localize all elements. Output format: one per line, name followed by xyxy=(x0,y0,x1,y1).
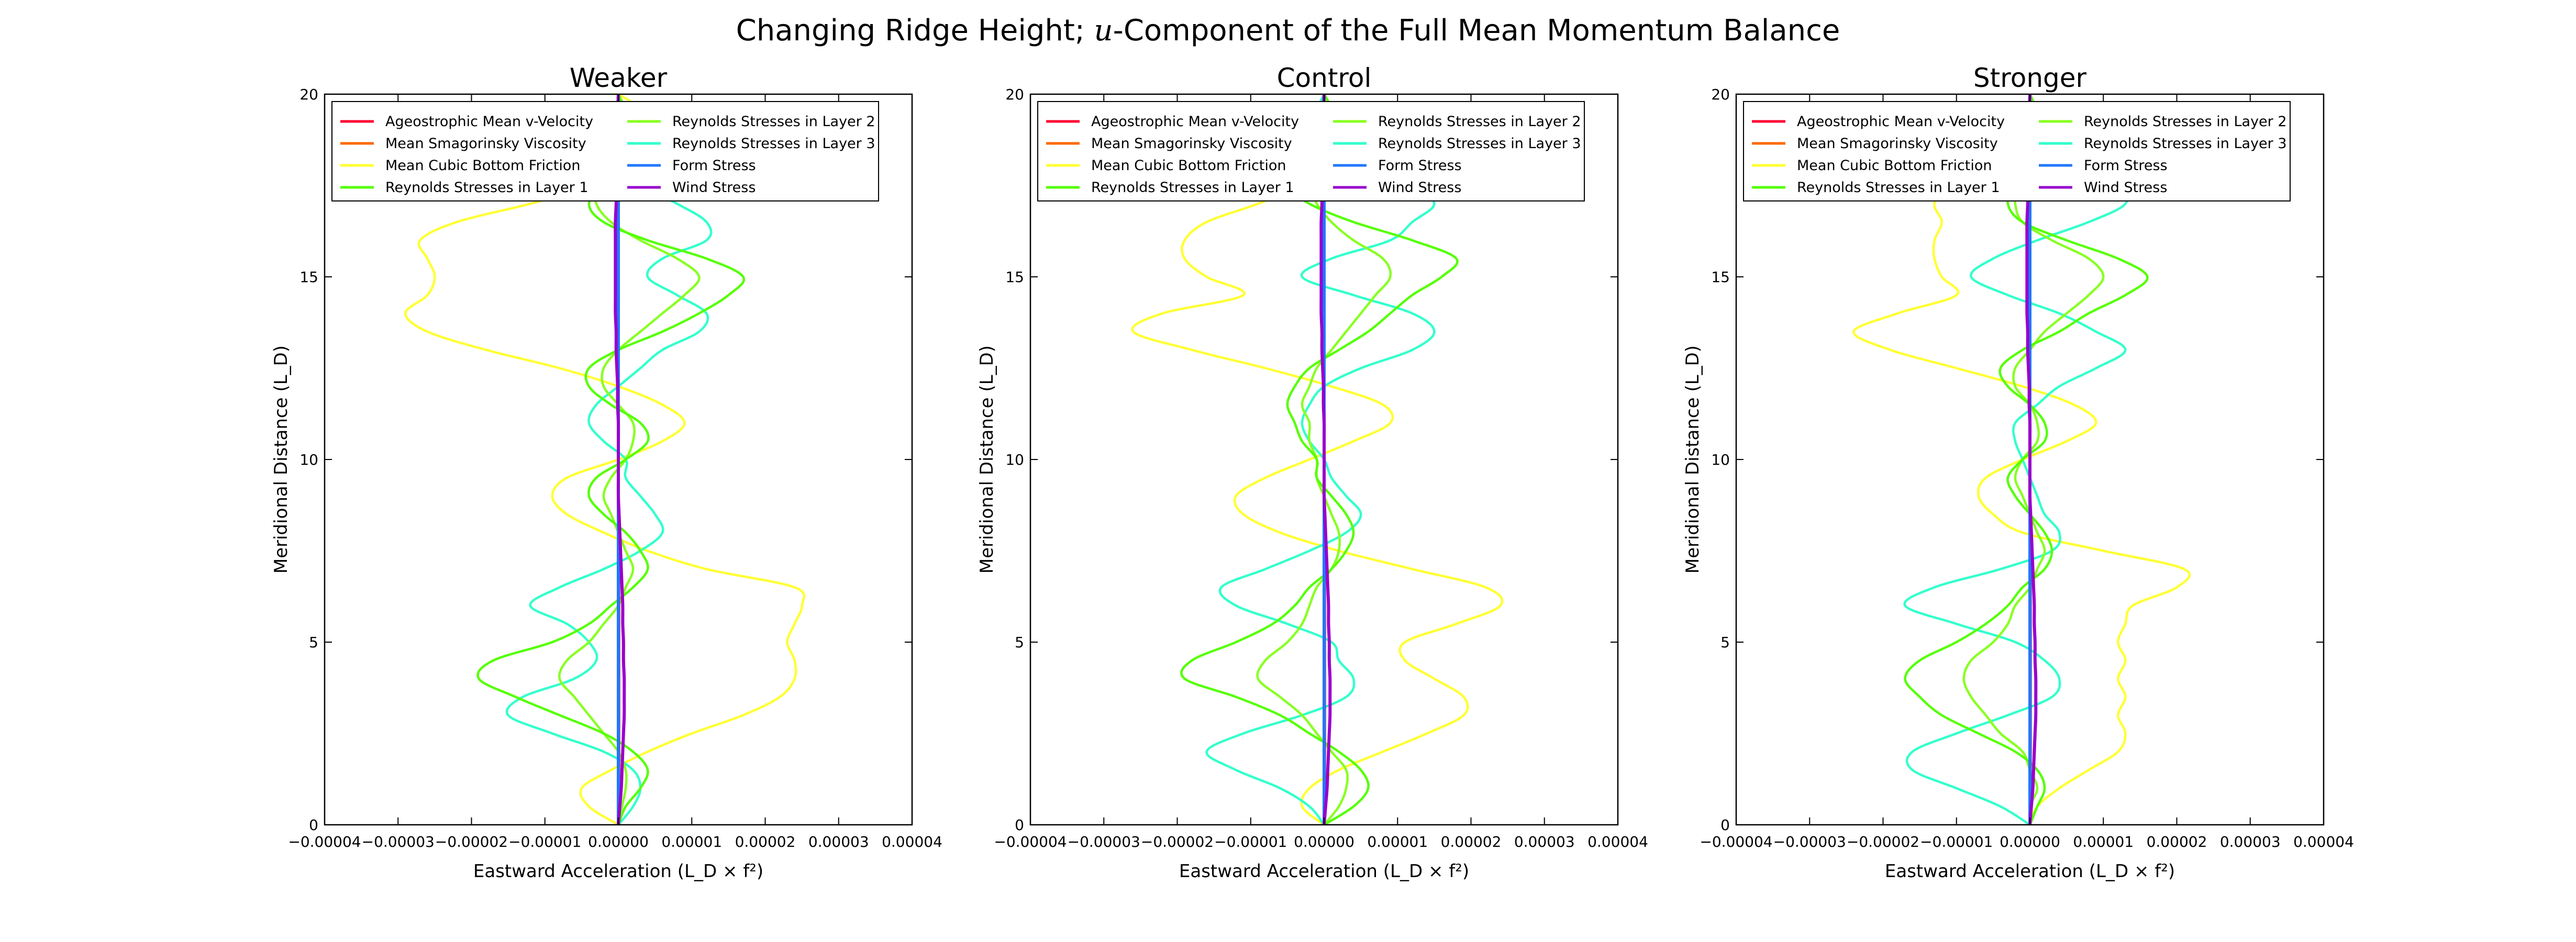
series-rey3 xyxy=(505,94,713,825)
legend-label-rey1: Reynolds Stresses in Layer 1 xyxy=(385,180,589,196)
legend-label-cubic: Mean Cubic Bottom Friction xyxy=(1091,158,1286,174)
x-tick-label: −0.00003 xyxy=(1068,833,1140,850)
series-lines xyxy=(1852,94,2191,825)
y-tick-label: 0 xyxy=(1015,816,1024,834)
x-tick-label: 0.00003 xyxy=(808,833,869,850)
y-tick-label: 10 xyxy=(1005,451,1024,468)
x-tick-label: 0.00004 xyxy=(1587,833,1648,850)
series-lines xyxy=(1131,94,1504,825)
y-tick-label: 15 xyxy=(1711,268,1730,286)
y-axis-label: Meridional Distance (L_D) xyxy=(1682,345,1703,574)
legend-label-ageo: Ageostrophic Mean v-Velocity xyxy=(385,114,593,130)
series-cubic xyxy=(1852,94,2191,825)
y-tick-label: 5 xyxy=(309,634,318,651)
x-tick-label: 0.00004 xyxy=(2293,833,2354,850)
legend-label-rey1: Reynolds Stresses in Layer 1 xyxy=(1797,180,2000,196)
legend-label-cubic: Mean Cubic Bottom Friction xyxy=(1797,158,1992,174)
x-tick-label: 0.00000 xyxy=(2000,833,2060,850)
x-tick-label: 0.00002 xyxy=(735,833,796,850)
y-tick-label: 20 xyxy=(299,86,318,103)
legend-label-smag: Mean Smagorinsky Viscosity xyxy=(1091,136,1292,152)
panel-control: Control −0.00004 −0.00003 −0.00002 −0.00001 0… xyxy=(976,63,1648,882)
legend: Ageostrophic Mean v-Velocity Mean Smagori… xyxy=(331,101,879,201)
panel-title: Control xyxy=(1277,63,1372,93)
legend-label-smag: Mean Smagorinsky Viscosity xyxy=(385,136,586,152)
series-cubic xyxy=(1131,94,1504,825)
y-tick-label: 20 xyxy=(1711,86,1730,103)
legend-label-cubic: Mean Cubic Bottom Friction xyxy=(385,158,581,174)
legend-label-smag: Mean Smagorinsky Viscosity xyxy=(1797,136,1998,152)
y-tick-label: 10 xyxy=(1711,451,1730,468)
legend: Ageostrophic Mean v-Velocity Mean Smagori… xyxy=(1037,101,1585,201)
series-wind xyxy=(1319,94,1332,825)
panel-weaker: Weaker −0.00004 −0.00003 −0.00002 −0.00001 0.… xyxy=(271,63,942,882)
x-tick-label: 0.00003 xyxy=(2220,833,2281,850)
x-tick-label: −0.00004 xyxy=(994,833,1067,850)
y-tick-label: 15 xyxy=(1005,268,1024,286)
panel-title: Weaker xyxy=(570,63,668,93)
x-tick-label: 0.00002 xyxy=(1441,833,1502,850)
legend-label-rey2: Reynolds Stresses in Layer 2 xyxy=(2084,114,2287,130)
x-tick-label: 0.00001 xyxy=(1367,833,1428,850)
legend-label-rey3: Reynolds Stresses in Layer 3 xyxy=(1378,136,1581,152)
legend: Ageostrophic Mean v-Velocity Mean Smagori… xyxy=(1743,101,2291,201)
y-tick-label: 10 xyxy=(299,451,318,468)
y-tick-label: 5 xyxy=(1720,634,1730,651)
x-tick-label: −0.00001 xyxy=(508,833,581,850)
figure-title: Changing Ridge Height; u-Component of th… xyxy=(736,14,1840,48)
x-tick-label: 0.00003 xyxy=(1514,833,1575,850)
legend-label-form: Form Stress xyxy=(2084,158,2168,174)
x-tick-label: 0.00001 xyxy=(661,833,722,850)
series-wind xyxy=(2025,94,2038,825)
x-axis-label: Eastward Acceleration (L_D × f²) xyxy=(473,861,763,882)
x-tick-label: −0.00003 xyxy=(1773,833,1846,850)
x-tick-label: −0.00003 xyxy=(362,833,435,850)
series-rey1 xyxy=(476,94,746,825)
legend-label-wind: Wind Stress xyxy=(1378,180,1461,196)
legend-box xyxy=(1743,101,2291,201)
y-axis-label: Meridional Distance (L_D) xyxy=(271,345,292,574)
panel-stronger: Stronger −0.00004 −0.00003 −0.00002 −0.00001… xyxy=(1682,63,2354,882)
x-tick-label: −0.00004 xyxy=(1700,833,1772,850)
x-tick-label: 0.00002 xyxy=(2147,833,2207,850)
legend-box xyxy=(331,101,879,201)
x-tick-label: −0.00004 xyxy=(288,833,361,850)
y-tick-label: 20 xyxy=(1005,86,1024,103)
panel-title: Stronger xyxy=(1973,63,2087,93)
y-axis-label: Meridional Distance (L_D) xyxy=(976,345,997,574)
x-tick-label: −0.00001 xyxy=(1920,833,1993,850)
x-tick-label: 0.00000 xyxy=(588,833,649,850)
x-tick-label: −0.00002 xyxy=(1847,833,1919,850)
series-wind xyxy=(614,94,626,825)
series-rey1 xyxy=(1904,94,2149,825)
y-tick-label: 0 xyxy=(1720,816,1730,834)
series-rey3 xyxy=(1903,94,2129,825)
x-tick-label: −0.00001 xyxy=(1214,833,1287,850)
legend-label-ageo: Ageostrophic Mean v-Velocity xyxy=(1091,114,1299,130)
legend-label-wind: Wind Stress xyxy=(672,180,756,196)
legend-label-ageo: Ageostrophic Mean v-Velocity xyxy=(1797,114,2005,130)
y-tick-label: 15 xyxy=(299,268,318,286)
y-tick-label: 5 xyxy=(1015,634,1024,651)
legend-label-form: Form Stress xyxy=(672,158,756,174)
legend-label-rey1: Reynolds Stresses in Layer 1 xyxy=(1091,180,1294,196)
legend-box xyxy=(1037,101,1585,201)
y-tick-label: 0 xyxy=(309,816,318,834)
legend-label-rey2: Reynolds Stresses in Layer 2 xyxy=(672,114,875,130)
x-axis-label: Eastward Acceleration (L_D × f²) xyxy=(1179,861,1469,882)
legend-label-rey3: Reynolds Stresses in Layer 3 xyxy=(672,136,875,152)
legend-label-rey3: Reynolds Stresses in Layer 3 xyxy=(2084,136,2287,152)
legend-label-form: Form Stress xyxy=(1378,158,1462,174)
x-axis-label: Eastward Acceleration (L_D × f²) xyxy=(1885,861,2175,882)
x-tick-label: 0.00004 xyxy=(882,833,942,850)
x-tick-label: 0.00001 xyxy=(2073,833,2134,850)
series-rey1 xyxy=(1180,94,1459,825)
series-lines xyxy=(404,94,806,825)
x-tick-label: −0.00002 xyxy=(435,833,508,850)
legend-label-rey2: Reynolds Stresses in Layer 2 xyxy=(1378,114,1581,130)
legend-label-wind: Wind Stress xyxy=(2084,180,2167,196)
x-tick-label: 0.00000 xyxy=(1294,833,1354,850)
x-tick-label: −0.00002 xyxy=(1141,833,1214,850)
